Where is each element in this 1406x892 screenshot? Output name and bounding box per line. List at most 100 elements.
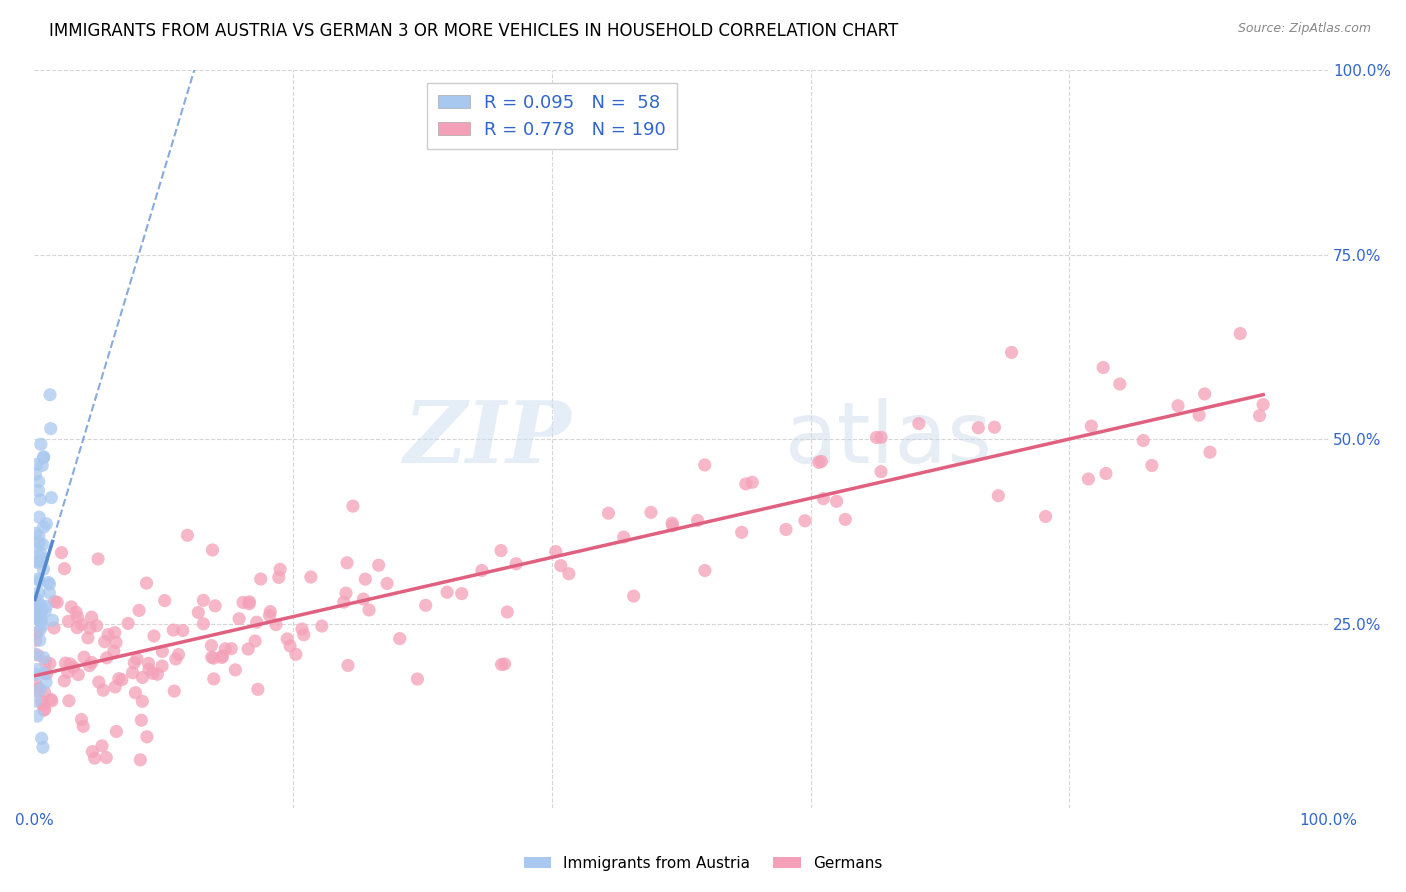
Point xyxy=(291,622,314,636)
Point xyxy=(67,667,90,681)
Point xyxy=(165,652,187,666)
Point xyxy=(276,632,298,646)
Point xyxy=(31,537,53,551)
Point xyxy=(150,659,173,673)
Point xyxy=(31,618,53,632)
Point xyxy=(150,644,173,658)
Point xyxy=(31,694,53,708)
Point xyxy=(284,648,307,662)
Point xyxy=(983,420,1005,434)
Point xyxy=(1194,387,1216,401)
Point xyxy=(775,523,797,537)
Point xyxy=(335,586,357,600)
Point xyxy=(200,639,222,653)
Point xyxy=(39,692,62,706)
Point xyxy=(238,595,260,609)
Point xyxy=(131,694,153,708)
Point xyxy=(42,621,65,635)
Point xyxy=(623,589,645,603)
Point xyxy=(138,662,160,676)
Text: ZIP: ZIP xyxy=(404,397,571,481)
Point xyxy=(104,680,127,694)
Point xyxy=(131,671,153,685)
Point xyxy=(1080,419,1102,434)
Point xyxy=(32,666,55,681)
Point xyxy=(221,641,243,656)
Point xyxy=(30,613,52,627)
Point xyxy=(870,465,893,479)
Point xyxy=(259,608,281,623)
Point xyxy=(550,558,572,573)
Point xyxy=(32,698,55,713)
Point xyxy=(30,437,52,451)
Point xyxy=(34,685,56,699)
Point xyxy=(32,740,55,755)
Point xyxy=(246,682,269,697)
Point xyxy=(31,551,53,566)
Point xyxy=(30,547,52,561)
Point xyxy=(299,570,322,584)
Point xyxy=(91,683,114,698)
Point xyxy=(172,624,194,638)
Point xyxy=(28,681,51,696)
Point xyxy=(214,641,236,656)
Point xyxy=(30,492,52,507)
Point xyxy=(24,626,46,640)
Legend: Immigrants from Austria, Germans: Immigrants from Austria, Germans xyxy=(517,850,889,877)
Point xyxy=(25,555,48,569)
Point xyxy=(46,595,69,609)
Point xyxy=(25,541,48,556)
Point xyxy=(87,675,110,690)
Point xyxy=(117,616,139,631)
Point xyxy=(202,672,225,686)
Point xyxy=(243,634,266,648)
Point xyxy=(333,595,356,609)
Point xyxy=(24,602,46,616)
Point xyxy=(136,730,159,744)
Point xyxy=(38,657,60,671)
Point xyxy=(163,684,186,698)
Point xyxy=(58,694,80,708)
Point xyxy=(342,499,364,513)
Point xyxy=(39,388,62,402)
Point xyxy=(125,652,148,666)
Point xyxy=(111,673,134,687)
Point xyxy=(142,666,165,681)
Point xyxy=(278,639,301,653)
Point xyxy=(28,682,51,697)
Text: atlas: atlas xyxy=(785,398,993,481)
Point xyxy=(103,644,125,658)
Point xyxy=(598,506,620,520)
Point xyxy=(31,599,53,613)
Point xyxy=(80,610,103,624)
Point xyxy=(55,656,77,670)
Point xyxy=(135,576,157,591)
Point xyxy=(37,575,59,590)
Point xyxy=(124,686,146,700)
Point xyxy=(32,703,55,717)
Point xyxy=(41,613,63,627)
Point xyxy=(734,477,756,491)
Point xyxy=(24,677,46,691)
Point xyxy=(32,562,55,576)
Point xyxy=(62,660,84,674)
Point xyxy=(731,525,754,540)
Point xyxy=(128,603,150,617)
Point xyxy=(693,564,716,578)
Point xyxy=(336,658,359,673)
Point xyxy=(167,648,190,662)
Point xyxy=(59,657,82,671)
Point xyxy=(44,594,66,608)
Point xyxy=(24,667,46,681)
Point xyxy=(187,606,209,620)
Point xyxy=(471,564,494,578)
Point xyxy=(489,543,512,558)
Point xyxy=(79,621,101,635)
Point xyxy=(27,586,49,600)
Point xyxy=(108,672,131,686)
Point xyxy=(1251,398,1274,412)
Point xyxy=(25,554,48,568)
Point xyxy=(121,665,143,680)
Point xyxy=(491,657,513,672)
Point xyxy=(35,675,58,690)
